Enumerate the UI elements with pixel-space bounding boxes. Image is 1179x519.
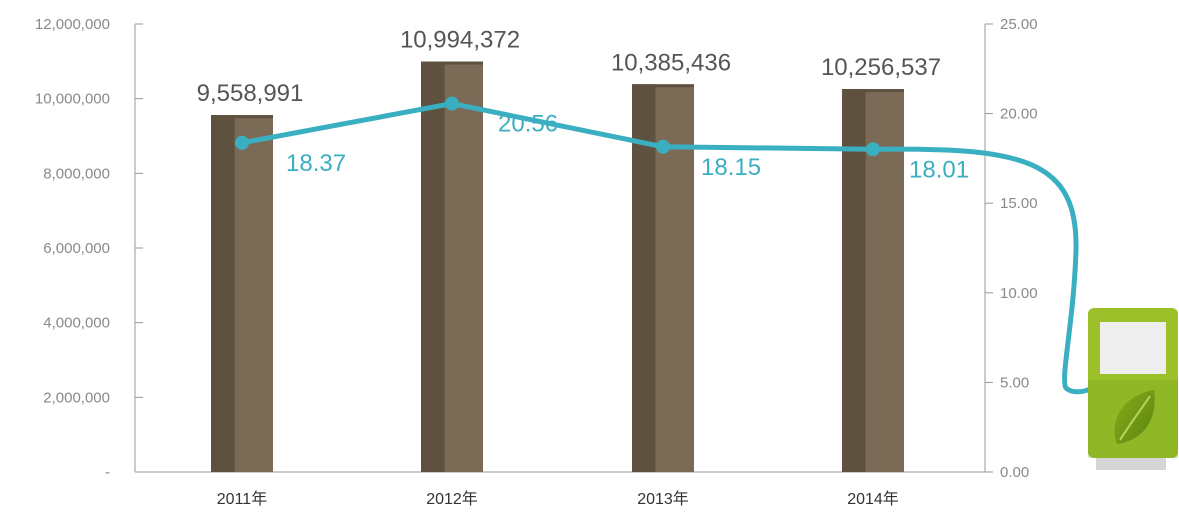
left-tick-label: 8,000,000 — [43, 165, 110, 182]
bar-shade — [421, 61, 445, 472]
x-axis: 2011年 2012年 2013年 2014年 — [135, 471, 985, 508]
bar — [211, 115, 273, 472]
left-tick-label: 4,000,000 — [43, 315, 110, 332]
bar-cap — [632, 84, 694, 88]
left-tick-label: - — [105, 464, 110, 481]
line-point — [656, 139, 670, 154]
bar-cap — [421, 61, 483, 65]
right-tick-label: 25.00 — [1000, 16, 1038, 33]
line-point — [866, 142, 880, 157]
left-y-axis: - 2,000,000 4,000,000 6,000,000 8,000,000 10,… — [35, 16, 143, 481]
right-tick-label: 0.00 — [1000, 464, 1029, 481]
bar-value-labels: 9,558,991 10,994,372 10,385,436 10,256,537 — [197, 27, 941, 108]
bar-value-label: 9,558,991 — [197, 80, 304, 107]
bar-cap — [842, 89, 904, 93]
x-tick-label: 2013年 — [637, 490, 689, 508]
line-point — [235, 135, 249, 150]
bar — [421, 61, 483, 472]
series-line — [239, 101, 1095, 395]
left-tick-label: 12,000,000 — [35, 16, 110, 33]
bar-value-label: 10,256,537 — [821, 54, 941, 81]
left-tick-label: 10,000,000 — [35, 91, 110, 108]
bar-series — [211, 61, 904, 473]
right-tick-label: 15.00 — [1000, 195, 1038, 212]
x-tick-label: 2012年 — [426, 490, 478, 508]
left-tick-label: 6,000,000 — [43, 240, 110, 257]
right-tick-label: 10.00 — [1000, 285, 1038, 302]
line-series — [235, 96, 1095, 395]
bar-cap — [211, 115, 273, 119]
line-value-label: 18.37 — [286, 150, 346, 177]
line-value-label: 18.01 — [909, 156, 969, 183]
x-tick-label: 2011年 — [217, 490, 267, 508]
fuel-pump-icon — [1088, 308, 1178, 470]
right-tick-label: 5.00 — [1000, 374, 1029, 391]
line-value-label: 20.56 — [498, 111, 558, 138]
right-y-axis: 0.00 5.00 10.00 15.00 20.00 25.00 — [984, 16, 1038, 481]
right-tick-label: 20.00 — [1000, 106, 1038, 123]
bar-shade — [211, 115, 235, 472]
pump-screen — [1100, 322, 1166, 374]
bar-shade — [632, 84, 656, 473]
bar-value-label: 10,385,436 — [611, 49, 731, 76]
leaf-vein — [1119, 395, 1151, 441]
bar-shade — [842, 89, 866, 472]
line-value-labels: 18.37 20.56 18.15 18.01 — [286, 111, 969, 184]
line-value-label: 18.15 — [701, 154, 761, 181]
left-tick-label: 2,000,000 — [43, 389, 110, 406]
bar-value-label: 10,994,372 — [400, 27, 520, 54]
line-point — [445, 96, 459, 111]
pump-base — [1096, 456, 1166, 470]
x-tick-label: 2014年 — [847, 490, 899, 508]
